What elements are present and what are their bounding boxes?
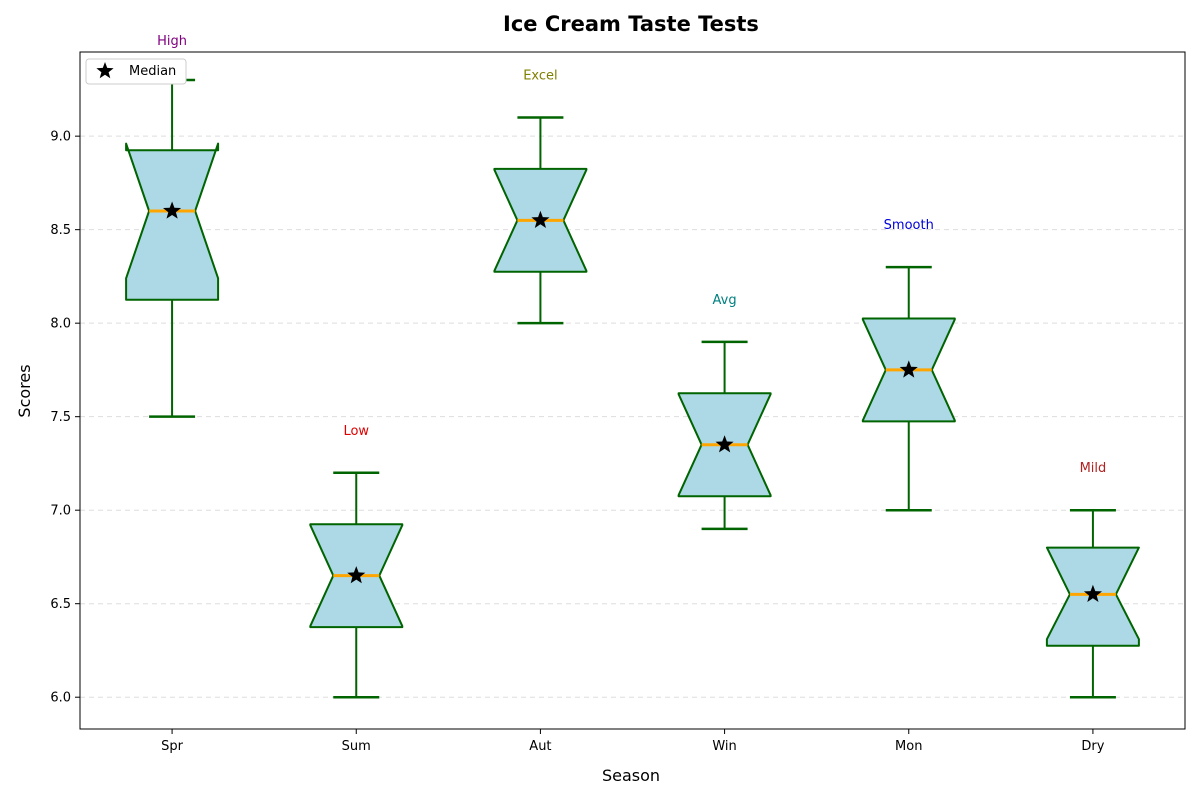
median-star <box>899 360 918 378</box>
x-tick-label: Mon <box>895 739 922 754</box>
box-aut <box>493 116 588 325</box>
y-tick-label: 8.5 <box>50 223 71 238</box>
y-tick-label: 8.0 <box>50 317 71 332</box>
chart-title: Ice Cream Taste Tests <box>503 12 759 36</box>
annotations: High Low Excel Avg Smooth Mild <box>157 34 1106 476</box>
median-star <box>347 566 366 584</box>
median-star <box>1083 584 1102 602</box>
box-sum <box>309 471 404 699</box>
box-win <box>677 340 772 531</box>
median-star <box>715 435 734 453</box>
legend-star-icon <box>96 62 114 79</box>
y-tick-label: 7.0 <box>50 504 71 519</box>
box-body <box>125 142 220 301</box>
x-tick-label: Win <box>712 739 736 754</box>
annotation-label: Smooth <box>884 218 934 233</box>
annotation-label: Mild <box>1080 461 1107 476</box>
plot-frame <box>79 51 1186 730</box>
annotation-label: Low <box>343 424 369 439</box>
median-star <box>531 210 550 228</box>
annotation-label: High <box>157 34 187 49</box>
x-axis: Spr Sum Aut Win Mon Dry <box>161 729 1105 754</box>
y-axis-label: Scores <box>15 364 34 417</box>
x-tick-label: Aut <box>529 739 551 754</box>
x-axis-label: Season <box>602 766 660 785</box>
x-tick-label: Sum <box>342 739 371 754</box>
box-mon <box>861 265 956 512</box>
y-axis: 6.0 6.5 7.0 7.5 8.0 8.5 9.0 <box>50 130 80 706</box>
annotation-label: Avg <box>713 293 737 308</box>
x-tick-label: Spr <box>161 739 184 754</box>
box-spr <box>125 78 220 418</box>
box-dry <box>1045 508 1140 699</box>
y-tick-label: 6.5 <box>50 597 71 612</box>
grid <box>80 135 1185 698</box>
median-star <box>163 201 182 219</box>
y-tick-label: 9.0 <box>50 130 71 145</box>
x-tick-label: Dry <box>1081 739 1104 754</box>
y-tick-label: 6.0 <box>50 691 71 706</box>
legend: Median <box>85 58 187 85</box>
boxes <box>125 78 1140 699</box>
y-tick-label: 7.5 <box>50 410 71 425</box>
legend-label: Median <box>129 64 176 79</box>
annotation-label: Excel <box>523 68 557 83</box>
legend-box <box>85 58 187 85</box>
